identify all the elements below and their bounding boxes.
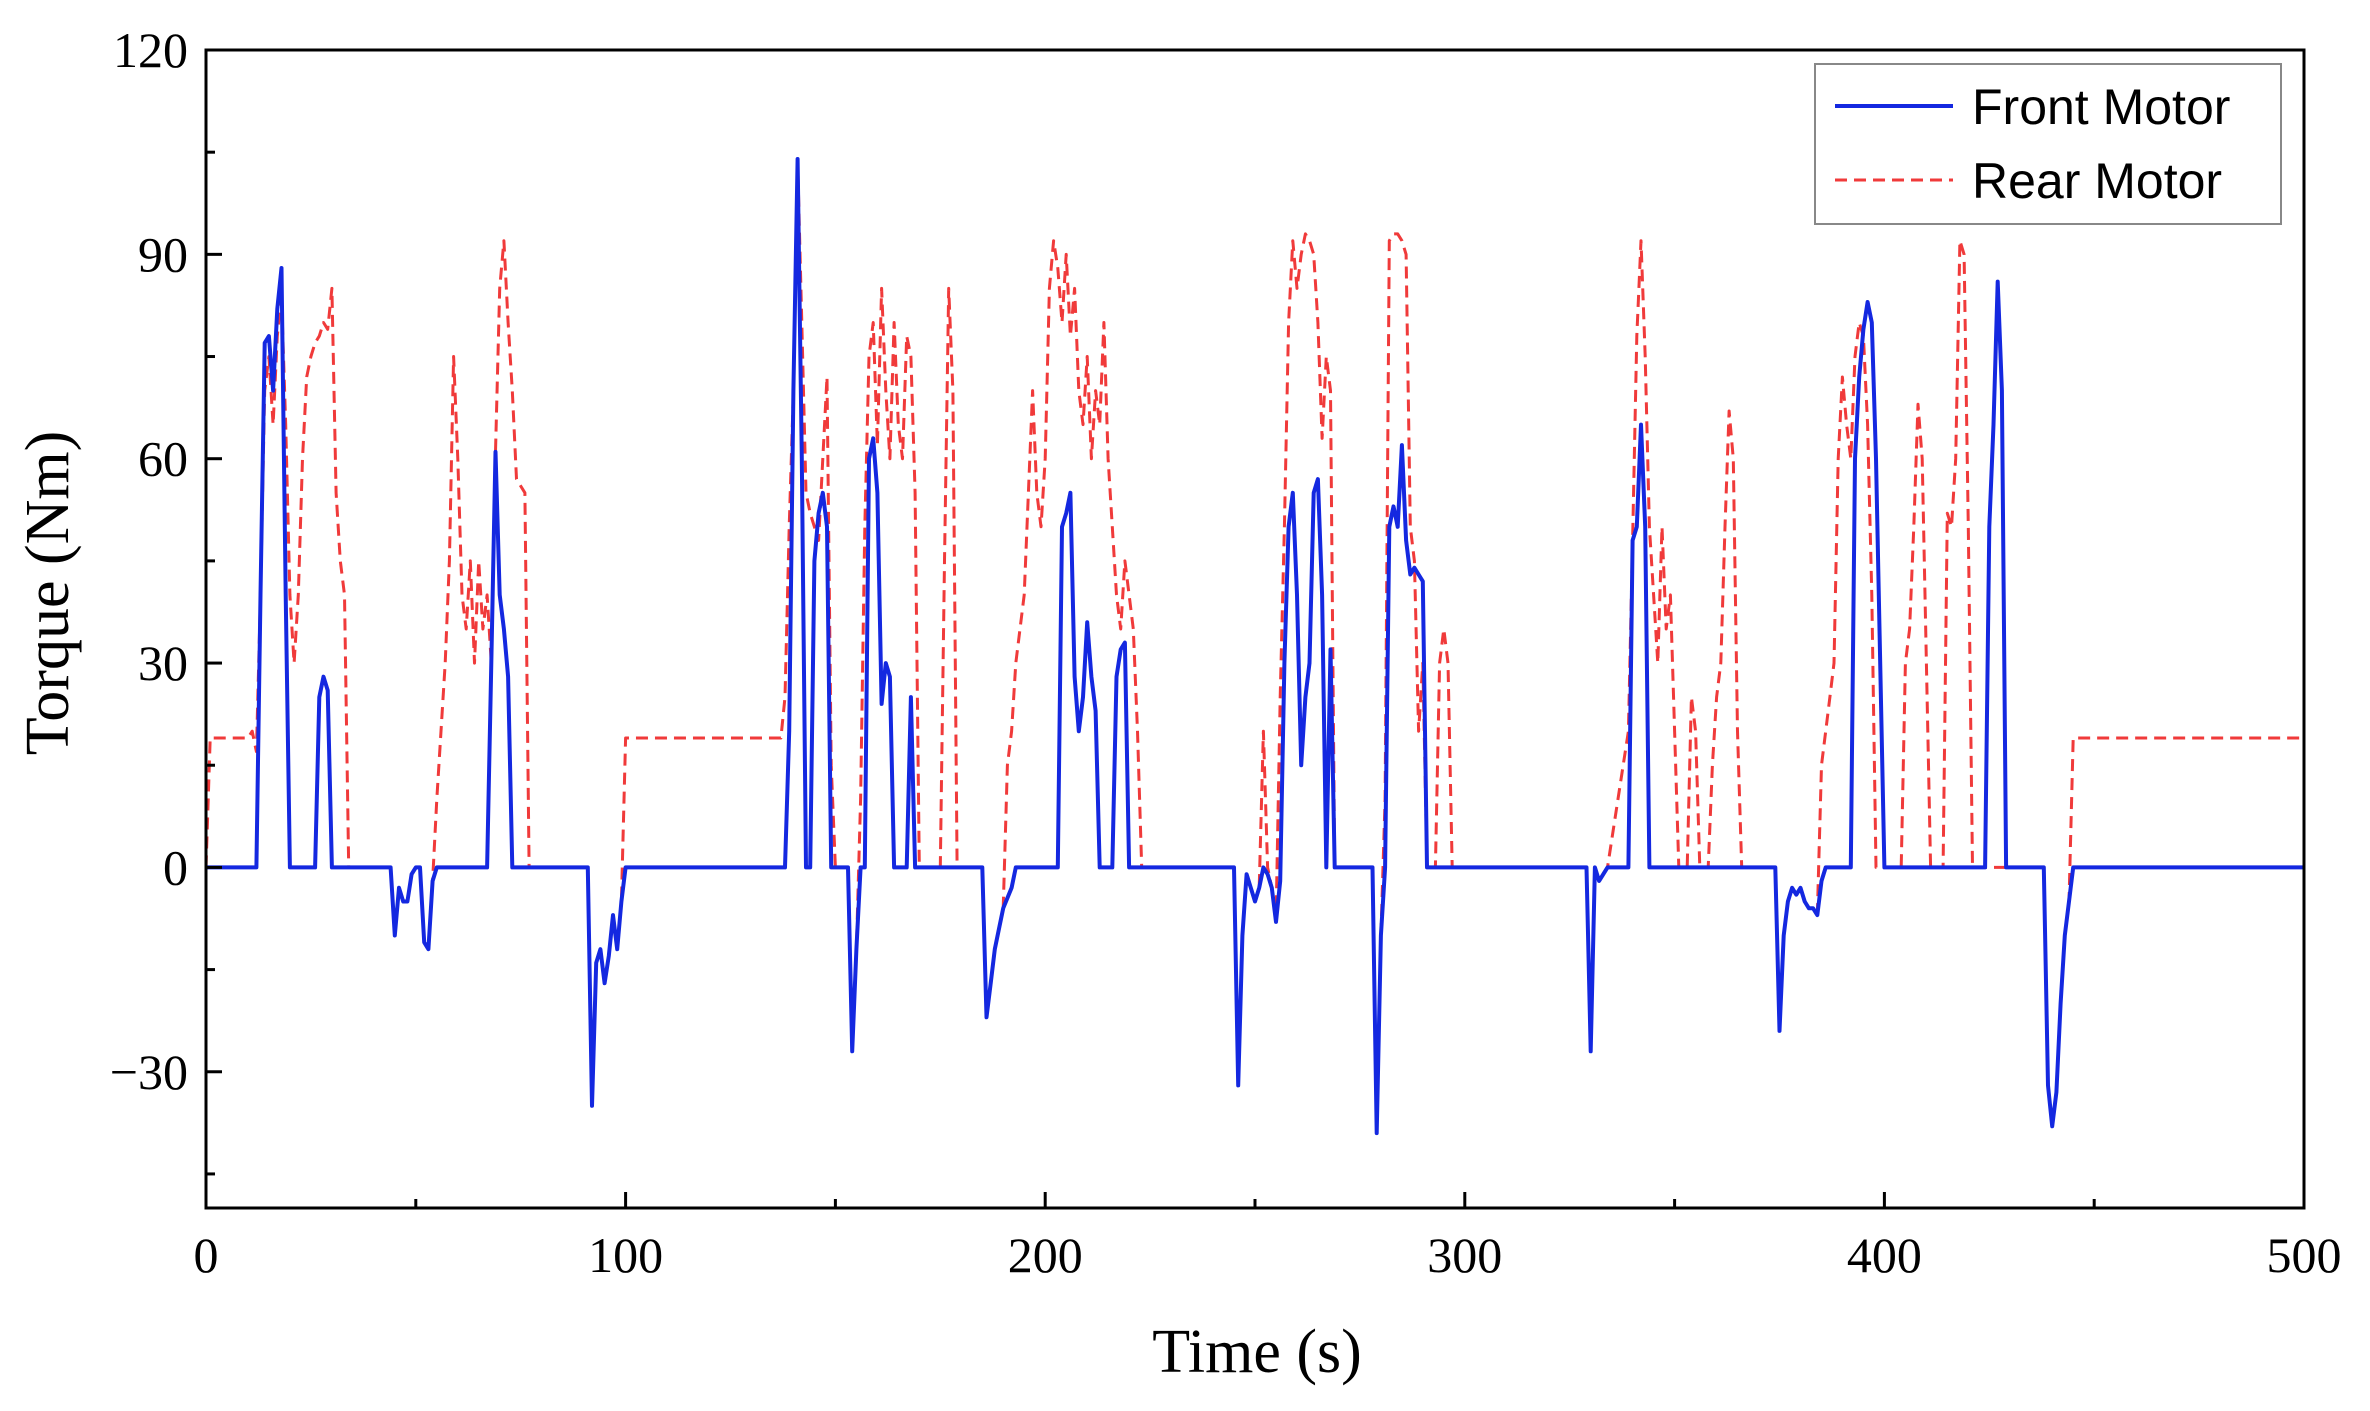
y-axis-label: Torque (Nm) — [14, 431, 82, 756]
legend-label-front-motor: Front Motor — [1972, 79, 2230, 135]
y-tick-label: 60 — [138, 431, 188, 487]
x-tick-label: 0 — [194, 1227, 219, 1283]
y-tick-label: 30 — [138, 635, 188, 691]
legend-label-rear-motor: Rear Motor — [1972, 153, 2222, 209]
axis-labels: Time (s) Torque (Nm) — [14, 431, 1362, 1386]
x-tick-label: 400 — [1847, 1227, 1922, 1283]
x-tick-label: 200 — [1008, 1227, 1083, 1283]
series-line-front-motor — [206, 157, 2304, 1136]
y-tick-label: 120 — [113, 22, 188, 78]
legend-box — [1814, 63, 2282, 225]
x-axis-label: Time (s) — [1152, 1318, 1362, 1386]
x-tick-label: 300 — [1427, 1227, 1502, 1283]
y-tick-label: 90 — [138, 226, 188, 282]
y-tick-label: 0 — [163, 839, 188, 895]
plot-area — [204, 157, 2304, 1136]
y-tick-label: −30 — [110, 1044, 188, 1100]
legend: Front Motor Rear Motor — [1814, 63, 2282, 225]
x-tick-label: 100 — [588, 1227, 663, 1283]
axes: 0 100 200 300 400 500 −30 0 30 60 90 120 — [110, 22, 2342, 1283]
x-tick-label: 500 — [2267, 1227, 2342, 1283]
